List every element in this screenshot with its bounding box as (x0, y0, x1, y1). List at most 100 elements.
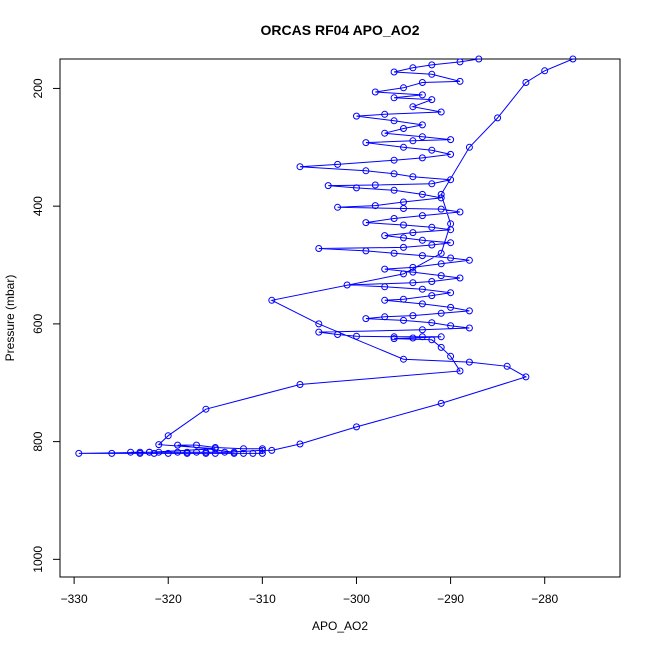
data-point (390, 156, 398, 164)
series-layer (75, 55, 577, 457)
data-point (437, 194, 445, 202)
data-point (418, 121, 426, 129)
data-point (418, 236, 426, 244)
data-point (418, 133, 426, 141)
data-point (409, 103, 417, 111)
data-point (390, 170, 398, 178)
data-point (437, 272, 445, 280)
data-point (202, 448, 210, 456)
data-point (418, 154, 426, 162)
data-point (447, 352, 455, 360)
data-point (296, 440, 304, 448)
data-point (447, 239, 455, 247)
data-point (437, 249, 445, 257)
data-point (465, 358, 473, 366)
data-point (465, 143, 473, 151)
data-point (428, 223, 436, 231)
x-tick-label: −300 (343, 592, 370, 606)
data-point (362, 247, 370, 255)
x-axis: −330 −320 −310 −300 −290 −280 (61, 576, 559, 606)
data-point (150, 449, 158, 457)
data-point (334, 331, 342, 338)
data-point (362, 167, 370, 175)
data-point (258, 449, 266, 457)
data-point (353, 423, 360, 431)
data-point (315, 320, 323, 328)
data-point (475, 55, 483, 63)
data-point (409, 173, 417, 181)
data-point (381, 110, 389, 118)
data-point (418, 285, 426, 293)
data-point (400, 295, 407, 303)
data-point (409, 268, 417, 276)
data-point (183, 448, 191, 456)
data-point (447, 322, 455, 330)
data-point (362, 139, 370, 147)
data-point (400, 221, 407, 229)
data-point (353, 184, 360, 192)
data-point (362, 315, 370, 323)
data-point (447, 150, 455, 158)
data-point (541, 67, 549, 75)
data-point (569, 55, 577, 63)
data-point (381, 283, 389, 291)
data-point (315, 245, 323, 252)
y-tick-label: 400 (31, 196, 45, 216)
data-point (418, 91, 426, 99)
data-point (465, 324, 473, 332)
data-point (428, 61, 436, 69)
data-point (155, 441, 163, 449)
data-point (164, 449, 172, 457)
data-point (456, 58, 464, 66)
data-point (108, 449, 116, 457)
data-point (249, 449, 257, 457)
data-point (334, 203, 342, 211)
y-axis: 200 400 600 800 1000 (31, 78, 61, 573)
data-point (400, 205, 407, 212)
y-tick-label: 800 (31, 431, 45, 451)
data-point (456, 77, 464, 85)
data-point (164, 432, 172, 440)
data-point (418, 333, 426, 341)
data-point (418, 252, 426, 260)
data-point (362, 219, 370, 227)
data-point (390, 186, 398, 194)
data-point (428, 278, 436, 285)
data-point (428, 96, 436, 104)
data-point (136, 448, 144, 456)
data-point (437, 333, 445, 341)
data-point (437, 399, 445, 407)
data-point (390, 68, 398, 76)
data-point (456, 367, 464, 375)
data-point (418, 300, 426, 308)
data-point (400, 243, 407, 251)
data-point (390, 335, 398, 343)
data-point (409, 263, 417, 271)
y-tick-label: 200 (31, 78, 45, 98)
data-point (447, 136, 455, 144)
data-point (371, 202, 379, 210)
data-point (494, 114, 502, 122)
data-point (418, 212, 426, 220)
data-point (400, 270, 407, 278)
data-point (258, 446, 266, 454)
data-point (447, 289, 455, 297)
data-point (315, 328, 323, 336)
data-point (230, 448, 238, 456)
data-point (409, 64, 417, 72)
data-point (381, 232, 389, 240)
data-point (353, 332, 360, 340)
data-point (390, 249, 398, 257)
data-point (409, 137, 417, 145)
data-point (202, 405, 210, 413)
data-point (447, 176, 455, 184)
plot-area (59, 58, 621, 578)
data-point (390, 94, 398, 102)
data-point (409, 229, 417, 237)
data-point (400, 316, 407, 324)
data-point (324, 182, 332, 190)
data-point (428, 70, 436, 78)
data-point (268, 446, 276, 454)
data-point (522, 79, 530, 86)
data-point (296, 381, 304, 388)
